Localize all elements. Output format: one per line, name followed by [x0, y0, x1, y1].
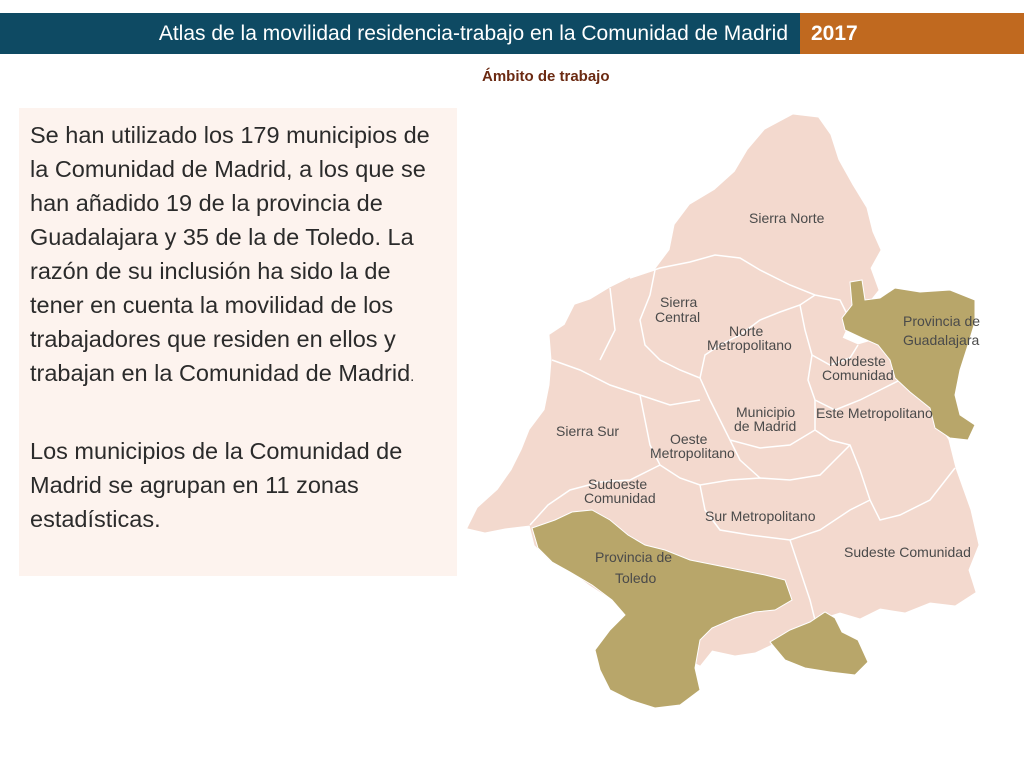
label-norte-metro-1: Norte [729, 323, 763, 339]
label-sierra-central-2: Central [655, 309, 700, 325]
paragraph-zonas: Los municipios de la Comunidad de Madrid… [30, 438, 403, 532]
description-box: Se han utilizado los 179 municipios de l… [19, 108, 457, 576]
header-bar: Atlas de la movilidad residencia-trabajo… [0, 13, 1024, 54]
label-oeste-2: Metropolitano [650, 445, 735, 461]
label-norte-metro-2: Metropolitano [707, 337, 792, 353]
label-municipio-1: Municipio [736, 404, 795, 420]
label-este-metro: Este Metropolitano [816, 405, 933, 421]
paragraph-period: . [410, 368, 415, 385]
label-nordeste-2: Comunidad [822, 367, 894, 383]
label-sudoeste-2: Comunidad [584, 490, 656, 506]
toledo-province-west-shape [531, 509, 793, 709]
guadalajara-province-shape [841, 279, 976, 441]
label-sierra-norte: Sierra Norte [749, 210, 825, 226]
label-sierra-central-1: Sierra [660, 294, 698, 310]
zones-map: Sierra Norte Sierra Central Norte Metrop… [467, 114, 980, 709]
label-toledo-1: Provincia de [595, 549, 672, 565]
paragraph-municipios-text: Se han utilizado los 179 municipios de l… [30, 122, 430, 386]
zone-borders [529, 254, 956, 621]
toledo-province-east-shape [769, 611, 869, 676]
label-nordeste-1: Nordeste [829, 353, 886, 369]
label-sur-metro: Sur Metropolitano [705, 508, 816, 524]
label-municipio-2: de Madrid [734, 418, 796, 434]
label-sierra-sur: Sierra Sur [556, 423, 619, 439]
label-toledo-2: Toledo [615, 570, 656, 586]
label-sudeste: Sudeste Comunidad [844, 544, 971, 560]
year-badge: 2017 [800, 13, 1024, 54]
page-title: Atlas de la movilidad residencia-trabajo… [0, 13, 800, 54]
label-sudoeste-1: Sudoeste [588, 476, 647, 492]
label-guadalajara-2: Guadalajara [903, 332, 979, 348]
label-guadalajara-1: Provincia de [903, 313, 980, 329]
paragraph-municipios: Se han utilizado los 179 municipios de l… [30, 118, 445, 394]
map-subtitle: Ámbito de trabajo [482, 68, 610, 85]
label-oeste-1: Oeste [670, 431, 708, 447]
